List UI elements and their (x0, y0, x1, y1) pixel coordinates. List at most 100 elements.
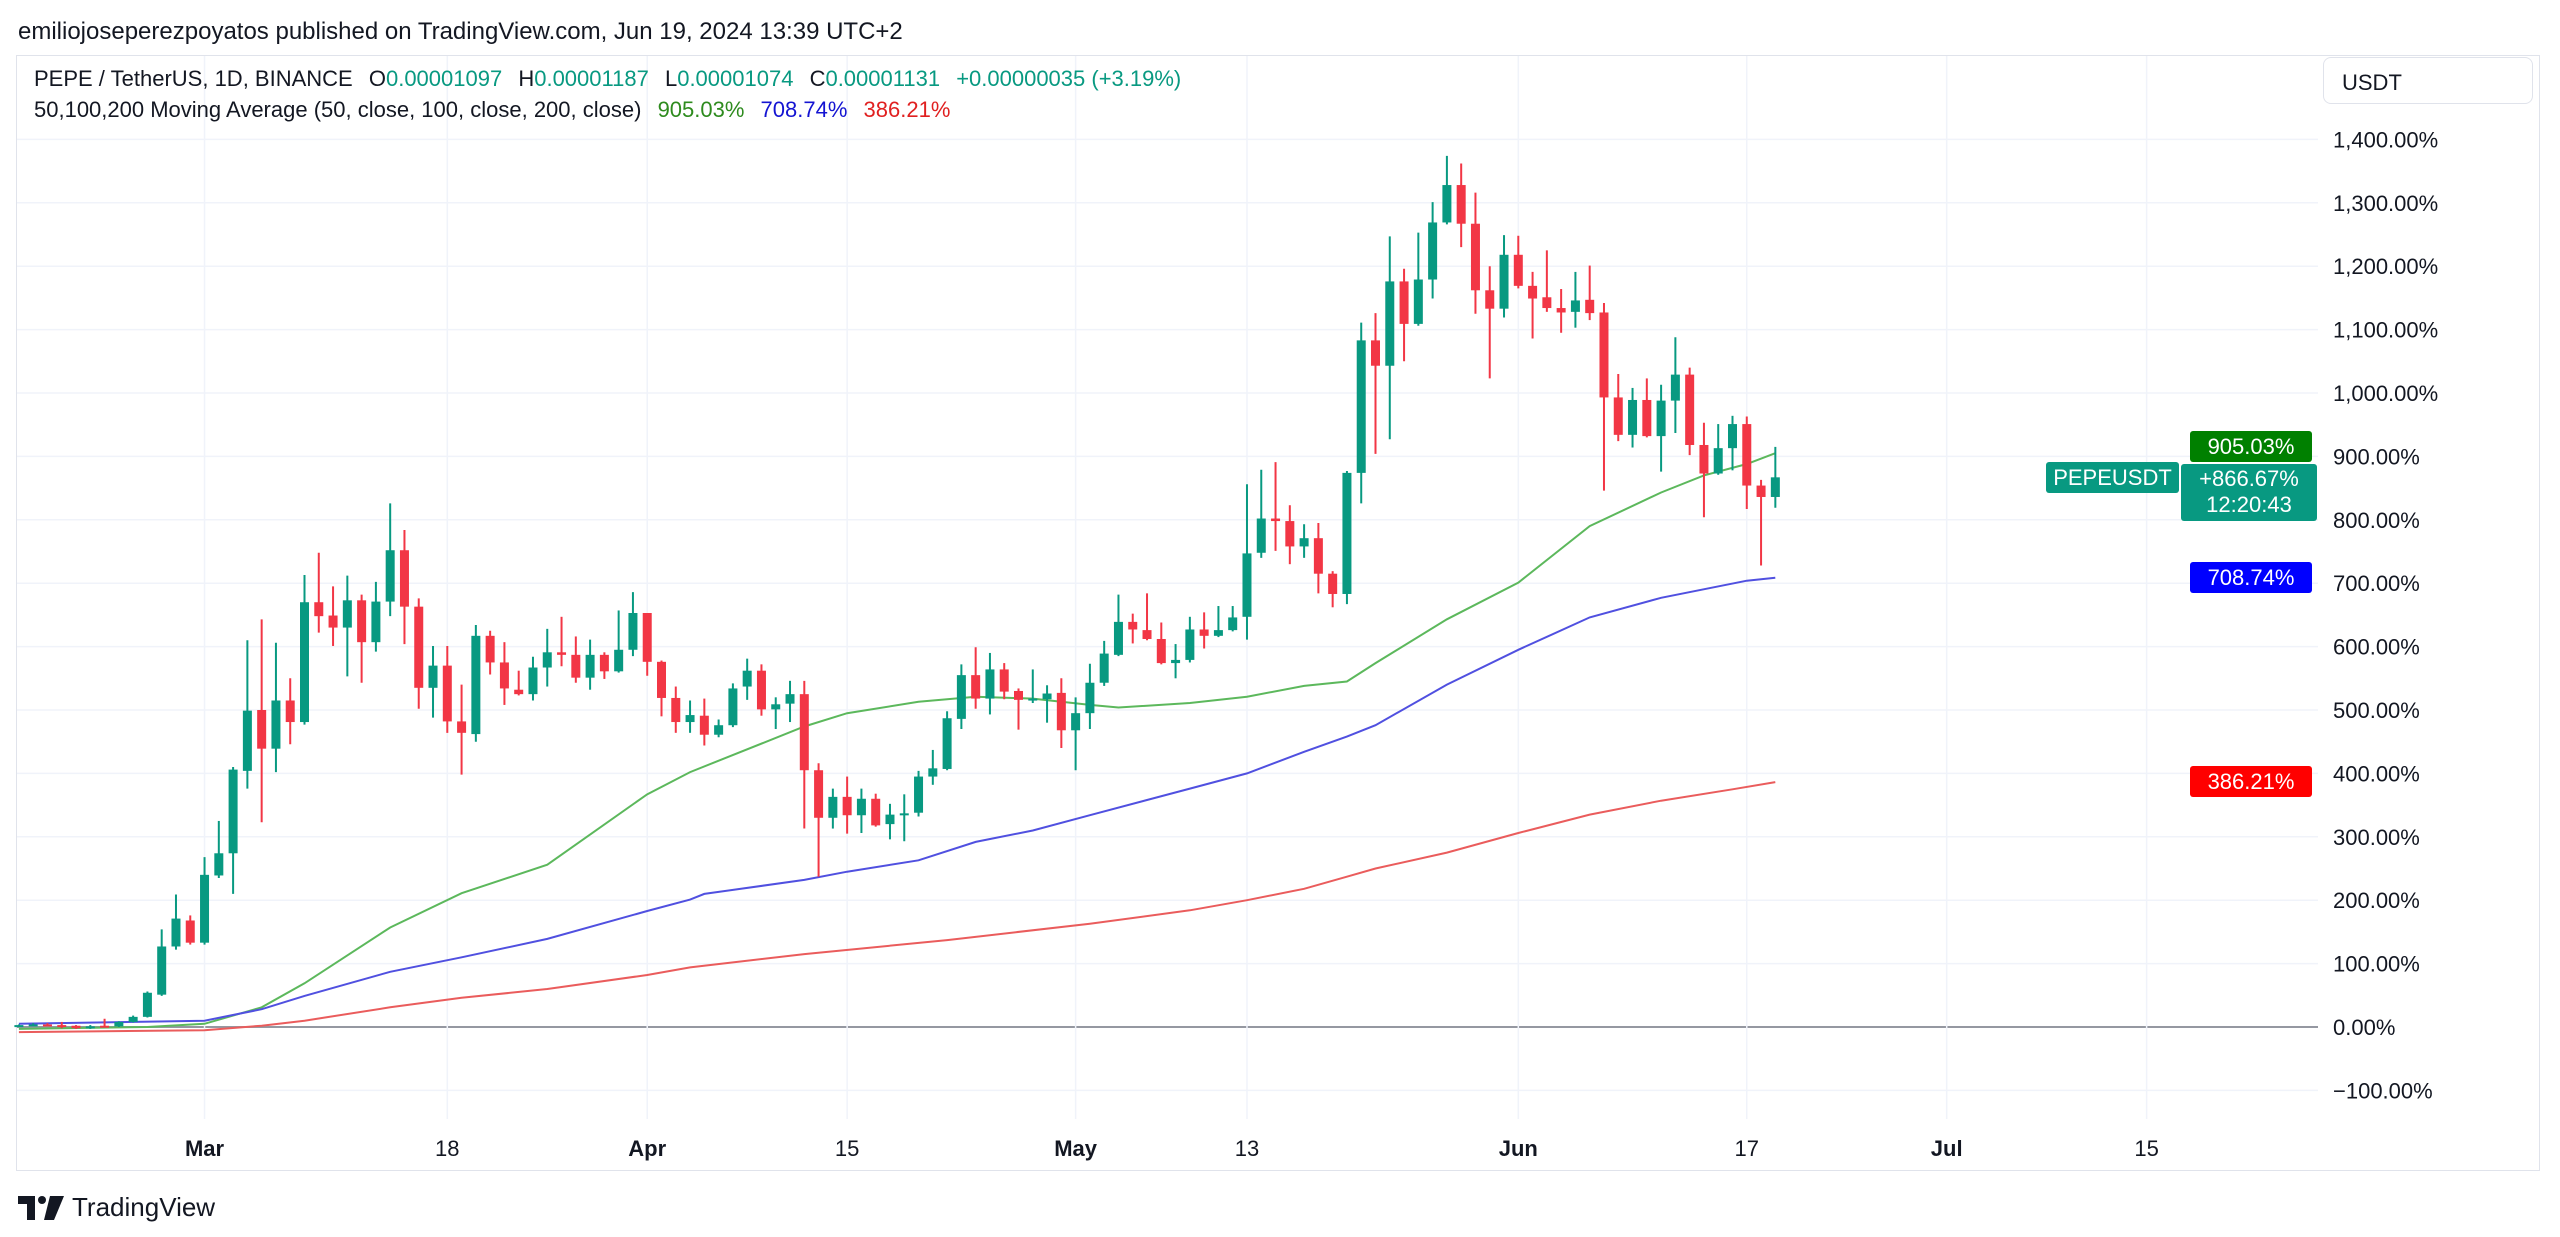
candle-body (714, 725, 724, 735)
candle-up (428, 645, 438, 718)
candle-down (671, 686, 681, 733)
candle-body (1442, 185, 1452, 223)
candle-body (357, 600, 367, 643)
candle-down (799, 680, 809, 829)
candle-body (257, 710, 267, 749)
candle-body (1113, 621, 1123, 655)
candle-down (1056, 678, 1066, 749)
candle-body (1042, 693, 1052, 700)
candle-body (1142, 630, 1152, 639)
candle-body (557, 652, 567, 655)
candle-up (928, 749, 938, 785)
candle-down (57, 1021, 67, 1029)
candle-body (128, 1016, 138, 1022)
candle-down (414, 598, 424, 709)
bar-countdown: 12:20:43 (2206, 492, 2292, 517)
candle-down (1328, 571, 1338, 608)
candle-body (1499, 254, 1509, 309)
candle-body (371, 601, 381, 643)
candle-up (1256, 469, 1266, 558)
candle-up (1042, 685, 1052, 723)
ma50-price-badge: 905.03% (2190, 431, 2312, 462)
candle-body (1028, 698, 1038, 701)
candle-down (71, 1025, 81, 1029)
candle-body (1642, 399, 1652, 437)
candle-body (1185, 629, 1195, 660)
candle-body (57, 1025, 67, 1028)
candle-body (999, 669, 1009, 692)
time-tick-label: 18 (435, 1136, 459, 1161)
candle-up (114, 1021, 124, 1027)
currency-button[interactable]: USDT (2323, 57, 2533, 104)
candle-down (328, 586, 338, 646)
candle-down (399, 529, 409, 645)
candle-body (1413, 279, 1423, 324)
candle-down (514, 670, 524, 696)
candle-up (1342, 470, 1352, 605)
symbol-legend: PEPE / TetherUS, 1D, BINANCE O0.00001097… (34, 66, 1181, 92)
candle-up (1171, 644, 1181, 679)
candle-down (499, 642, 509, 705)
candle-down (1313, 522, 1323, 594)
candle-up (542, 628, 552, 687)
candle-body (542, 652, 552, 668)
candle-down (599, 652, 609, 679)
candle-body (242, 710, 252, 771)
candle-body (914, 776, 924, 813)
candle-up (1713, 424, 1723, 475)
candle-down (1371, 313, 1380, 454)
candle-up (1728, 415, 1737, 471)
grid-lines (17, 56, 2318, 1119)
candle-body (1542, 297, 1552, 309)
candle-up (471, 625, 481, 742)
candle-body (1456, 185, 1466, 224)
candle-body (1171, 659, 1181, 664)
candle-up (628, 592, 638, 657)
candle-body (1071, 713, 1081, 731)
price-tick-label: −100.00% (2333, 1078, 2433, 1103)
moving-averages (18, 452, 1776, 1034)
change-value: +0.00000035 (+3.19%) (956, 66, 1182, 91)
price-tick-label: 200.00% (2333, 888, 2420, 913)
candle-up (1085, 663, 1095, 730)
price-tick-label: 1,000.00% (2333, 381, 2438, 406)
tradingview-logo[interactable]: TradingView (18, 1192, 215, 1223)
candle-down (1285, 505, 1295, 565)
candle-body (1613, 397, 1623, 435)
candle-body (228, 769, 238, 854)
candle-body (956, 675, 966, 719)
candle-down (1128, 613, 1138, 644)
candle-body (928, 768, 938, 777)
candle-down (314, 552, 324, 633)
price-tick-label: 1,100.00% (2333, 318, 2438, 343)
close-value: 0.00001131 (825, 66, 941, 91)
candle-up (714, 719, 724, 738)
candle-body (42, 1024, 52, 1027)
candle-body (1056, 692, 1066, 731)
candle-down (1513, 235, 1523, 289)
candle-up (14, 1024, 24, 1028)
low-label: L (664, 66, 678, 91)
candle-down (971, 647, 981, 709)
ma-line-ma200 (18, 781, 1776, 1034)
time-tick-label: 15 (835, 1136, 859, 1161)
candle-up (171, 894, 181, 950)
candle-up (914, 770, 924, 817)
candle-body (1528, 285, 1538, 299)
candle-body (285, 700, 295, 723)
ma-title[interactable]: 50,100,200 Moving Average (50, close, 10… (34, 97, 642, 122)
ma200-price-badge: 386.21% (2190, 766, 2312, 797)
symbol-title[interactable]: PEPE / TetherUS, 1D, BINANCE (34, 66, 353, 91)
candle-body (756, 670, 766, 710)
candle-up (585, 639, 595, 690)
candle-body (328, 615, 338, 628)
candle-body (28, 1024, 38, 1027)
candle-up (614, 610, 624, 673)
close-label: C (809, 66, 826, 91)
candle-body (171, 918, 181, 947)
price-tick-label: 1,200.00% (2333, 254, 2438, 279)
candle-body (1385, 281, 1395, 366)
candle-up (528, 656, 538, 701)
candle-down (357, 594, 367, 683)
